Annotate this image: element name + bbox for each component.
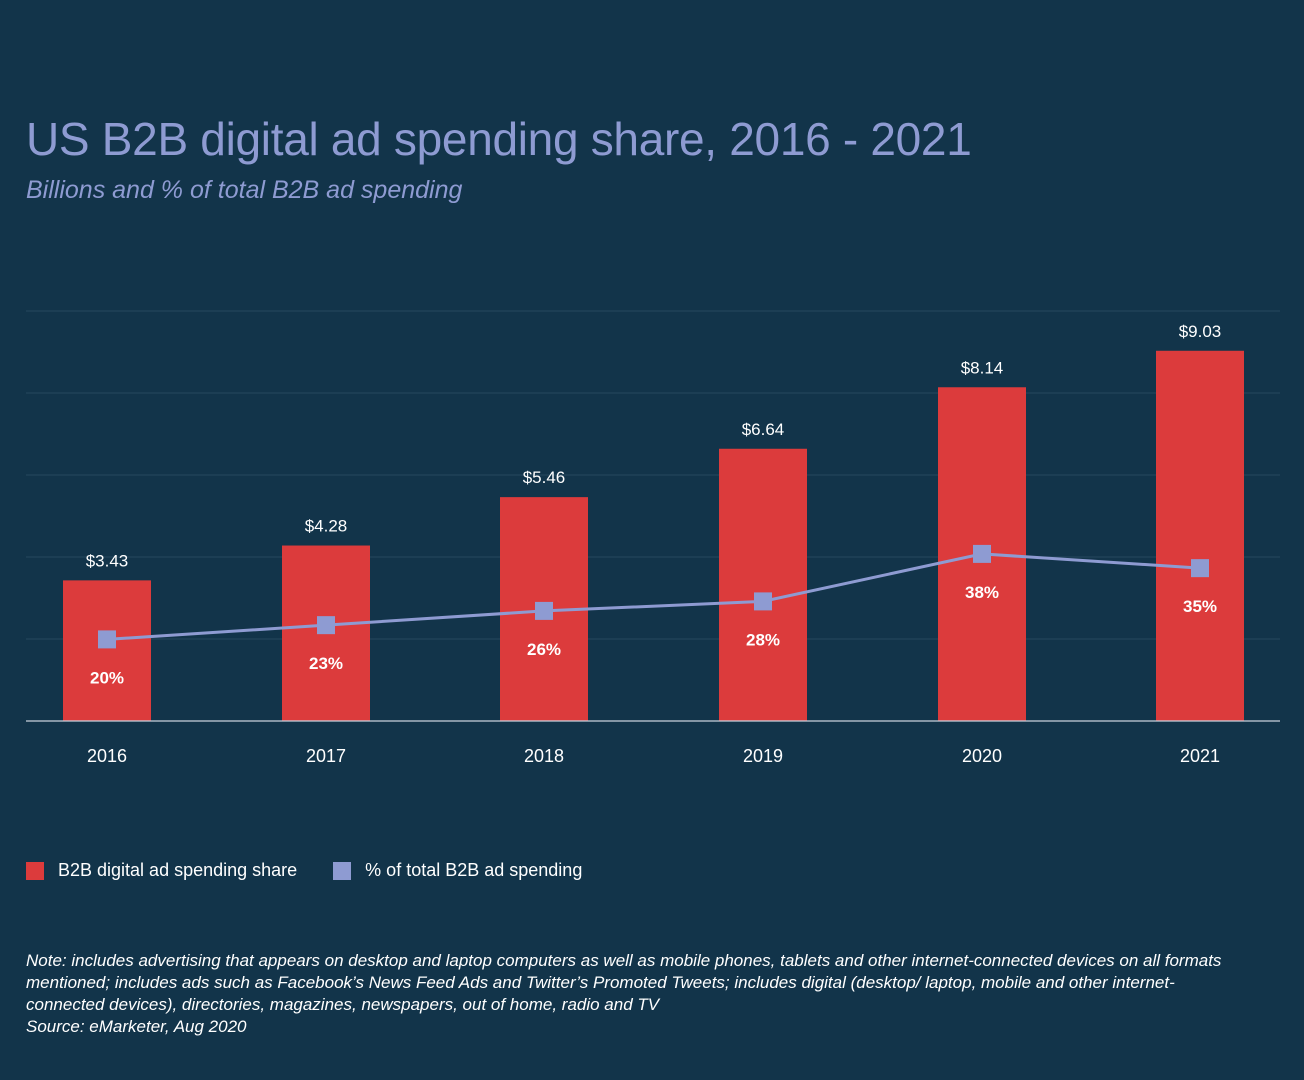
percent-line xyxy=(106,552,1201,641)
bar-value-label: $6.64 xyxy=(742,420,785,439)
percent-label: 23% xyxy=(309,654,343,673)
legend-item-bar: B2B digital ad spending share xyxy=(26,860,297,881)
percent-label: 28% xyxy=(746,630,780,649)
chart-subtitle: Billions and % of total B2B ad spending xyxy=(26,176,463,204)
x-tick-label: 2021 xyxy=(1180,746,1220,766)
percent-marker xyxy=(317,616,335,635)
percent-marker xyxy=(973,544,991,563)
x-tick-label: 2019 xyxy=(743,746,783,766)
legend-label-bar: B2B digital ad spending share xyxy=(58,860,298,880)
x-tick-label: 2017 xyxy=(306,746,346,766)
bar-value-label: $3.43 xyxy=(86,551,129,570)
x-tick-label: 2016 xyxy=(87,746,127,766)
legend: B2B digital ad spending share % of total… xyxy=(26,860,618,881)
bar-value-label: $4.28 xyxy=(305,517,348,536)
x-tick-label: 2018 xyxy=(524,746,564,766)
legend-item-line: % of total B2B ad spending xyxy=(333,860,582,881)
bar-2021 xyxy=(1156,350,1244,721)
percent-marker xyxy=(535,601,553,620)
footnote: Note: includes advertising that appears … xyxy=(26,950,1246,1038)
footnote-source: Source: eMarketer, Aug 2020 xyxy=(26,1017,247,1036)
legend-swatch-bar xyxy=(26,861,44,880)
bar-2016 xyxy=(63,580,151,721)
percent-marker xyxy=(1191,559,1209,578)
percent-marker xyxy=(754,592,772,611)
percent-label: 20% xyxy=(90,668,124,687)
x-tick-label: 2020 xyxy=(962,746,1002,766)
bar-value-label: $8.14 xyxy=(961,358,1004,377)
percent-label: 38% xyxy=(965,583,999,602)
percent-label: 35% xyxy=(1183,597,1217,616)
chart-area: $3.43 $4.28 $5.46 $6.64 $8.14 $9.03 2016 2017 20… xyxy=(26,310,1280,766)
percent-marker xyxy=(98,630,116,649)
footnote-note: Note: includes advertising that appears … xyxy=(26,951,1222,1014)
bar-value-label: $9.03 xyxy=(1179,322,1222,341)
chart-title: US B2B digital ad spending share, 2016 -… xyxy=(26,113,972,165)
bar-value-label: $5.46 xyxy=(523,468,566,487)
legend-swatch-line xyxy=(333,861,352,880)
bar-2019 xyxy=(719,448,807,721)
percent-label: 26% xyxy=(527,640,561,659)
legend-label-line: % of total B2B ad spending xyxy=(365,860,583,880)
